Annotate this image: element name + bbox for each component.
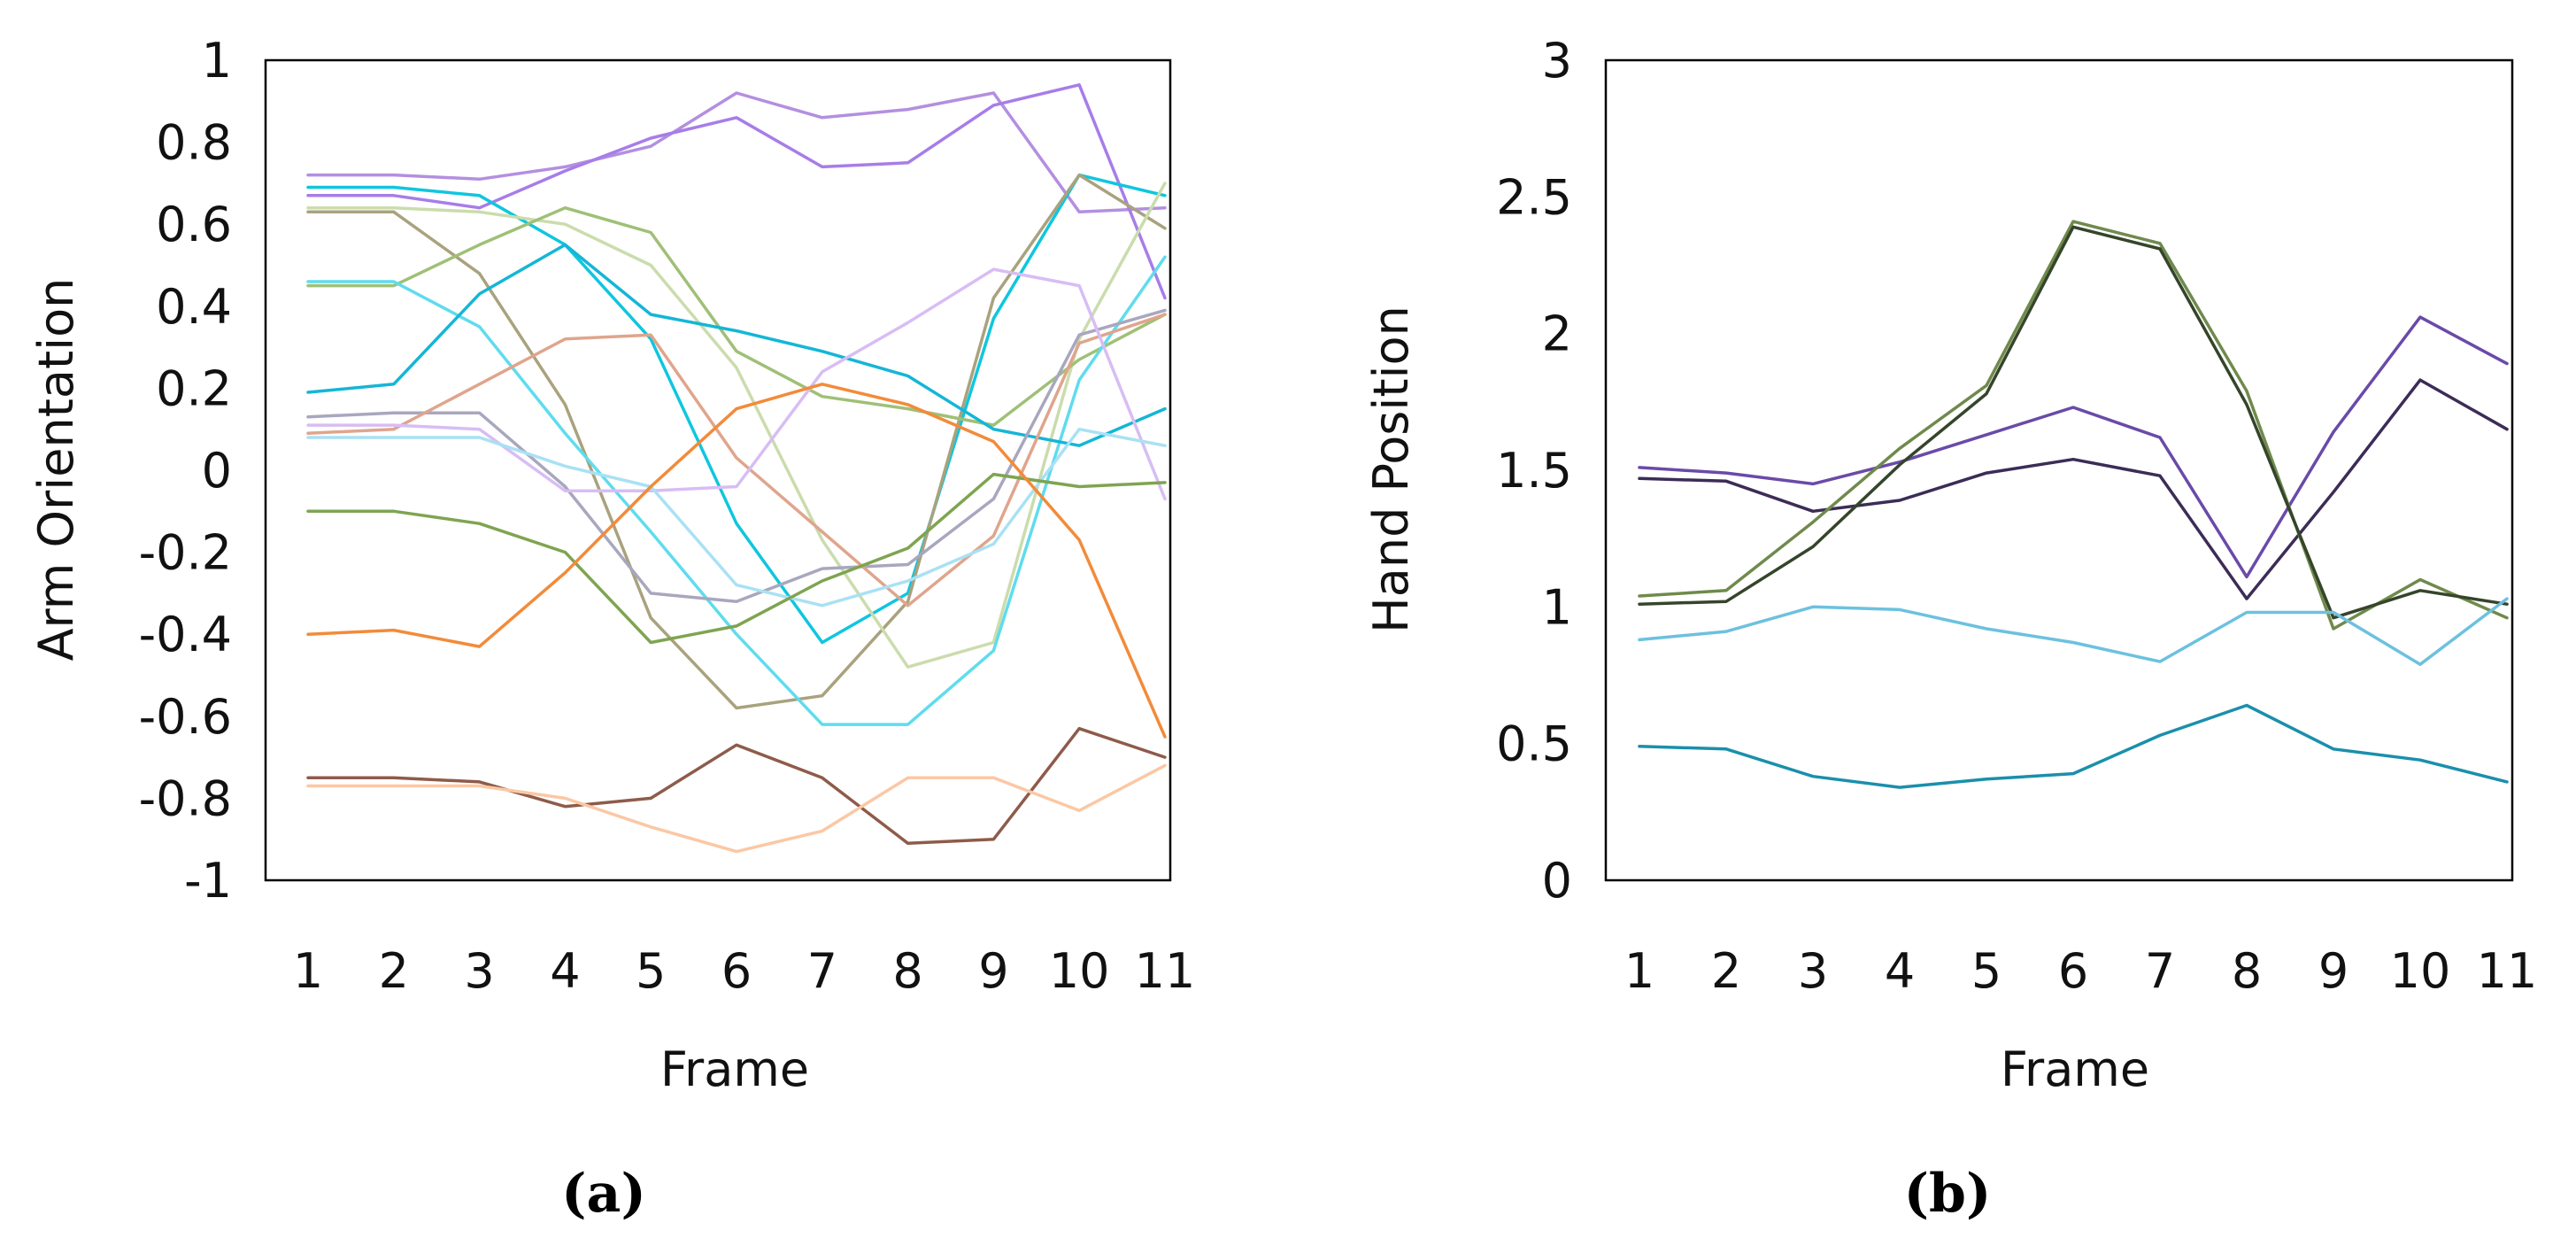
panel-b-series-line-5 <box>1638 597 2509 666</box>
panel-b-series-line-6 <box>1638 703 2509 789</box>
panel-a-series-line-6 <box>306 205 1167 427</box>
panel-b-series-line-1 <box>1638 315 2509 579</box>
panel-b-series-line-3 <box>1638 220 2509 631</box>
panel-a-x-tick-label: 5 <box>636 943 666 999</box>
panel-a-y-axis-title: Arm Orientation <box>28 278 84 662</box>
panel-a-series-line-16 <box>306 763 1167 854</box>
panel-a-y-tick-label: 0 <box>202 443 232 499</box>
panel-b-y-tick-label: 0 <box>1542 853 1572 909</box>
panel-a-series-line-10 <box>306 313 1167 608</box>
panel-b-x-tick-label: 1 <box>1624 943 1654 999</box>
panel-a-series-line-13 <box>306 472 1167 645</box>
panel-a-y-tick-label: 1 <box>202 33 232 89</box>
panel-b-x-tick-label: 6 <box>2058 943 2088 999</box>
panel-a-label: (a) <box>561 1163 646 1225</box>
panel-b-series-group <box>1638 220 2509 789</box>
panel-b-y-tick-label: 1.5 <box>1496 443 1572 499</box>
panel-b-x-tick-label: 4 <box>1885 943 1915 999</box>
panel-b-chart: 32.521.510.50 1 2 3 4 5 6 7 8 9 10 11 Frame Hand P… <box>1363 33 2537 1225</box>
panel-a-series-line-1 <box>306 91 1167 214</box>
panel-a-x-tick-label: 4 <box>550 943 580 999</box>
panel-a-y-tick-label: -0.8 <box>139 770 232 826</box>
panel-a-series-line-4 <box>306 173 1167 710</box>
panel-a-series-line-15 <box>306 726 1167 846</box>
panel-b-y-tick-label: 0.5 <box>1496 716 1572 772</box>
panel-b-y-tick-labels: 3 2.5 2 1.5 1 0.5 0 <box>1496 33 1572 909</box>
panel-b-y-tick-label: 2.5 <box>1496 169 1572 225</box>
panel-b-x-tick-label: 2 <box>1711 943 1741 999</box>
panel-a-y-tick-labels: 1 0.8 0.6 0.4 0.2 0 -0.2 -0.4 -0.6 -0.8 -1 <box>139 33 232 909</box>
panel-b-y-tick-label: 3 <box>1542 33 1572 89</box>
panel-a-series-line-5 <box>306 182 1167 669</box>
panel-b-series-line-2 <box>1638 378 2509 600</box>
panel-a-x-tick-label: 1 <box>293 943 323 999</box>
panel-a-x-tick-label: 9 <box>978 943 1008 999</box>
panel-a-x-tick-labels: 1 2 3 4 5 6 7 8 9 10 11 <box>293 943 1196 999</box>
panel-a-x-tick-label: 2 <box>379 943 409 999</box>
panel-a-series-line-2 <box>306 83 1167 300</box>
panel-a-x-tick-label: 7 <box>807 943 837 999</box>
panel-a-y-tick-label: 0.2 <box>156 360 232 416</box>
panel-b-x-tick-label: 9 <box>2318 943 2348 999</box>
panel-a-series-line-12 <box>306 427 1167 608</box>
panel-a-y-tick-label: 0.8 <box>156 115 232 171</box>
panel-a-x-axis-title: Frame <box>660 1041 809 1097</box>
panel-b-x-tick-label: 10 <box>2390 943 2451 999</box>
panel-b-x-tick-label: 8 <box>2232 943 2262 999</box>
panel-a-series-line-11 <box>306 267 1167 501</box>
panel-a-y-tick-label: 0.4 <box>156 279 232 335</box>
panel-b-y-tick-label: 2 <box>1542 306 1572 362</box>
panel-a-series-line-14 <box>306 383 1167 739</box>
panel-b-label: (b) <box>1904 1163 1992 1225</box>
panel-b-y-tick-label: 1 <box>1542 579 1572 635</box>
panel-a-y-tick-label: 0.6 <box>156 197 232 252</box>
panel-a-plot-frame <box>264 58 1172 882</box>
panel-b-plot-frame <box>1604 58 2514 882</box>
panel-b-x-axis-title: Frame <box>2001 1041 2149 1097</box>
panel-a-series-group <box>306 83 1167 854</box>
panel-a-y-tick-label: -0.2 <box>139 525 232 581</box>
panel-a-y-tick-label: -0.4 <box>139 607 232 662</box>
panel-a-x-tick-label: 6 <box>721 943 752 999</box>
panel-a-y-tick-label: -0.6 <box>139 689 232 745</box>
panel-b-series-line-4 <box>1638 225 2509 620</box>
panel-a-x-tick-label: 10 <box>1049 943 1110 999</box>
panel-a-series-line-3 <box>306 173 1167 645</box>
panel-a-series-line-8 <box>306 243 1167 447</box>
panel-b-x-tick-label: 11 <box>2477 943 2538 999</box>
panel-a-x-tick-label: 11 <box>1135 943 1196 999</box>
panel-b-x-tick-label: 7 <box>2145 943 2175 999</box>
panel-b-x-tick-label: 5 <box>1971 943 2001 999</box>
panel-a-y-tick-label: -1 <box>184 853 232 909</box>
panel-b-y-axis-title: Hand Position <box>1363 306 1419 633</box>
panel-b-x-tick-labels: 1 2 3 4 5 6 7 8 9 10 11 <box>1624 943 2538 999</box>
panel-a-series-line-9 <box>306 308 1167 603</box>
panel-a-x-tick-label: 3 <box>464 943 494 999</box>
panel-b-x-tick-label: 3 <box>1798 943 1828 999</box>
panel-a-series-line-7 <box>306 255 1167 726</box>
panel-a-x-tick-label: 8 <box>892 943 922 999</box>
